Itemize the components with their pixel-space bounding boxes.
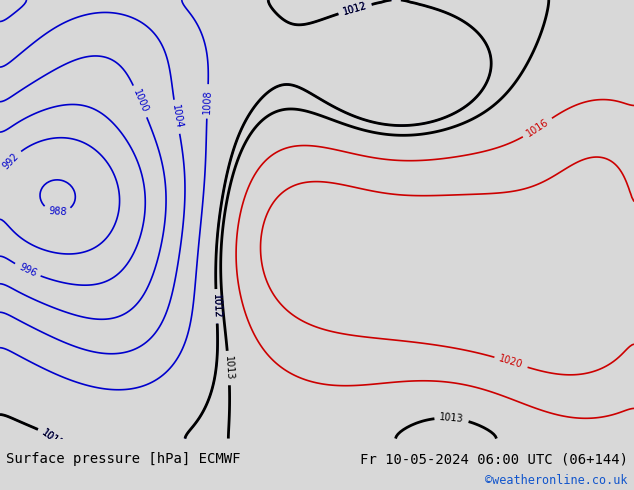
Text: 988: 988 [48,206,67,218]
Text: 1012: 1012 [211,294,222,319]
Text: 996: 996 [17,262,38,279]
Text: ©weatheronline.co.uk: ©weatheronline.co.uk [485,474,628,488]
Text: 1013: 1013 [223,355,235,381]
Text: 1000: 1000 [131,88,150,115]
Text: Surface pressure [hPa] ECMWF: Surface pressure [hPa] ECMWF [6,452,241,466]
Text: 1012: 1012 [39,427,65,450]
Text: 1020: 1020 [498,354,524,370]
Text: 1012: 1012 [39,427,65,450]
Text: Fr 10-05-2024 06:00 UTC (06+144): Fr 10-05-2024 06:00 UTC (06+144) [359,452,628,466]
Text: 1012: 1012 [342,0,368,17]
Text: 1012: 1012 [342,0,368,17]
Text: 992: 992 [1,151,21,171]
Text: 1008: 1008 [202,89,213,114]
Text: 1016: 1016 [524,117,550,139]
Text: 1013: 1013 [439,413,464,424]
Text: 1004: 1004 [170,104,184,130]
Text: 1012: 1012 [211,294,222,319]
